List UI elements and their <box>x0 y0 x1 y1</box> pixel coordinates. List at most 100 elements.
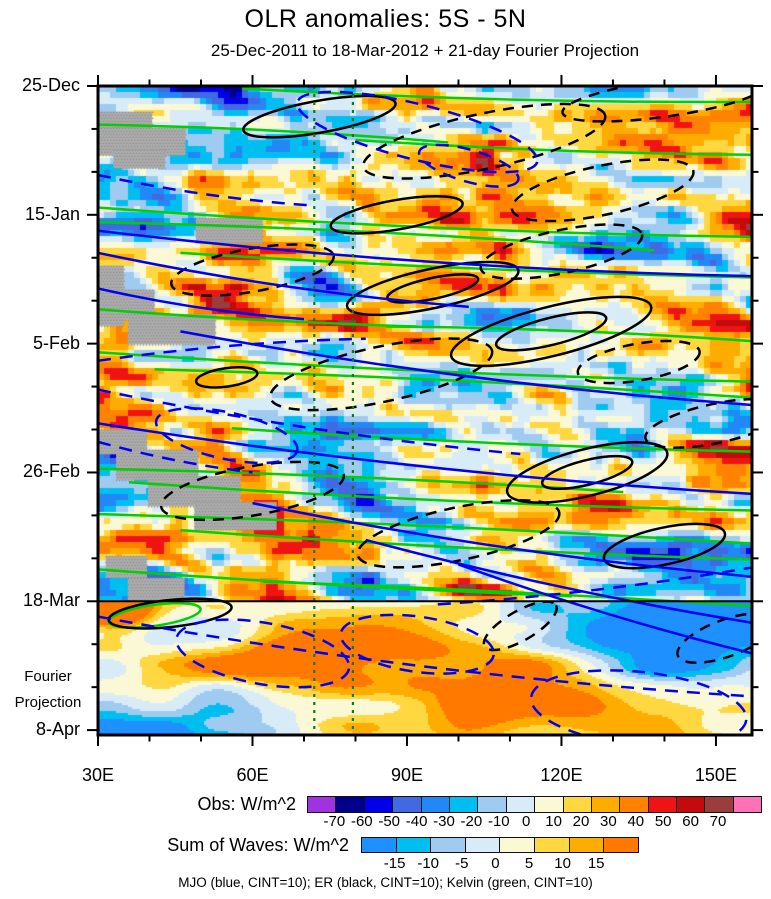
wavesbar-segment-6 <box>568 838 604 852</box>
y-tick-label-26-Feb: 26-Feb <box>22 461 80 482</box>
obs-colorbar <box>307 796 763 813</box>
obsbar-tick-60: 60 <box>682 813 699 830</box>
obsbar-tick-50: 50 <box>654 813 672 830</box>
kelvin-contour <box>242 87 752 104</box>
obsbar-segment-14 <box>704 797 733 812</box>
x-tick-label-30E: 30E <box>81 765 115 785</box>
contour-legend-caption: MJO (blue, CINT=10); ER (black, CINT=10)… <box>178 875 593 890</box>
er-contour <box>540 454 634 491</box>
obsbar-tick-70: 70 <box>709 813 727 830</box>
mjo-contour <box>437 566 752 606</box>
mjo-contour <box>365 538 752 624</box>
obsbar-segment-11 <box>619 797 648 812</box>
obsbar-segment-13 <box>676 797 705 812</box>
wavesbar-tick-5: 5 <box>524 855 534 872</box>
wavesbar-segment-7 <box>603 838 638 852</box>
er-contour <box>510 158 695 223</box>
y-tick-label-25-Dec: 25-Dec <box>21 75 80 95</box>
x-tick-label-60E: 60E <box>236 765 269 785</box>
er-contour <box>482 600 558 652</box>
kelvin-contour <box>386 325 752 343</box>
er-contour <box>159 460 346 522</box>
obsbar-tick--30: -30 <box>433 813 455 830</box>
wavesbar-tick--5: -5 <box>455 855 469 872</box>
kelvin-contour <box>98 220 655 252</box>
er-contour <box>494 311 608 352</box>
kelvin-contour <box>355 138 752 156</box>
obsbar-tick--20: -20 <box>460 813 483 830</box>
wavesbar-tick-15: 15 <box>587 855 605 872</box>
obsbar-tick-10: 10 <box>545 813 562 830</box>
er-contour <box>505 441 669 504</box>
obsbar-segment-2 <box>363 797 393 812</box>
er-contour <box>269 337 494 412</box>
kelvin-contour <box>180 528 752 561</box>
page-title: OLR anomalies: 5S - 5N <box>244 5 527 33</box>
mjo-contour <box>252 501 752 578</box>
mjo-contour <box>98 422 752 496</box>
er-contour <box>345 260 520 317</box>
mjo-contour <box>458 563 752 655</box>
mjo-contour <box>98 337 366 363</box>
er-contour <box>561 86 752 123</box>
contour-overlay-svg <box>87 75 763 746</box>
obsbar-segment-10 <box>590 797 620 812</box>
mjo-contour <box>98 287 305 321</box>
kelvin-contour <box>98 308 418 328</box>
er-contour <box>576 339 701 385</box>
obsbar-segment-4 <box>420 797 449 812</box>
mjo-contour <box>180 330 752 407</box>
kelvin-contour <box>180 251 752 279</box>
subtitle: 25-Dec-2011 to 18-Mar-2012 + 21-day Four… <box>210 41 640 60</box>
mjo-contour <box>98 615 752 698</box>
fourier-label-line2: Projection <box>14 694 82 712</box>
mjo-contour <box>98 173 315 207</box>
fourier-label-line1: Fourier <box>24 668 72 685</box>
er-contour <box>194 366 259 389</box>
x-tick-label-120E: 120E <box>540 765 583 785</box>
mjo-contour <box>98 229 752 278</box>
wavesbar-segment-5 <box>533 838 569 852</box>
obsbar-segment-15 <box>732 797 762 812</box>
wavesbar-segment-0 <box>362 838 396 852</box>
mjo-contour <box>98 251 469 309</box>
wavesbar-tick--10: -10 <box>417 855 440 872</box>
obsbar-tick--60: -60 <box>350 813 373 830</box>
waves-colorbar-label: Sum of Waves: W/m^2 <box>167 835 349 855</box>
er-contour <box>676 612 752 665</box>
wavesbar-segment-1 <box>395 838 431 852</box>
obsbar-tick--70: -70 <box>323 813 346 830</box>
obsbar-segment-0 <box>308 797 336 812</box>
er-contour <box>361 102 607 180</box>
obsbar-tick--50: -50 <box>378 813 401 830</box>
er-contour <box>602 522 727 570</box>
er-contour <box>644 397 752 449</box>
wavesbar-segment-2 <box>430 838 465 852</box>
mjo-contour <box>98 440 253 474</box>
contour-features <box>98 86 752 735</box>
obsbar-segment-7 <box>505 797 535 812</box>
mjo-contour <box>339 613 496 675</box>
fourier-projection-label: Fourier Projection <box>2 664 94 717</box>
kelvin-contour <box>231 427 752 453</box>
obsbar-segment-9 <box>562 797 591 812</box>
y-tick-label-5-Feb: 5-Feb <box>32 332 80 353</box>
er-contour <box>479 223 644 280</box>
x-tick-label-90E: 90E <box>390 765 423 785</box>
kelvin-contour <box>98 206 752 239</box>
obsbar-tick-20: 20 <box>572 813 590 830</box>
obsbar-tick-0: 0 <box>522 813 531 830</box>
axis-ticks <box>87 75 763 746</box>
er-contour <box>107 597 233 630</box>
obsbar-tick--10: -10 <box>487 813 510 830</box>
kelvin-contour <box>128 481 752 512</box>
kelvin-contour <box>98 123 449 144</box>
y-tick-label-8-Apr: 8-Apr <box>35 719 80 740</box>
plot-frame <box>96 84 754 737</box>
obsbar-segment-8 <box>534 797 563 812</box>
y-tick-label-15-Jan: 15-Jan <box>24 203 80 224</box>
wavesbar-segment-4 <box>499 838 534 852</box>
obsbar-tick-30: 30 <box>600 813 617 830</box>
obsbar-segment-6 <box>477 797 506 812</box>
